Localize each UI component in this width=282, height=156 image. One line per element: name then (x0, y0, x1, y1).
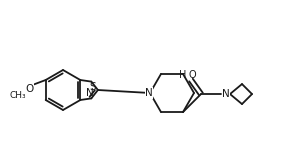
Text: N: N (145, 88, 153, 98)
Text: H: H (179, 70, 187, 80)
Text: N: N (222, 89, 230, 99)
Text: S: S (89, 82, 96, 92)
Text: N: N (87, 88, 94, 98)
Text: CH₃: CH₃ (9, 90, 26, 100)
Text: O: O (188, 70, 196, 80)
Text: O: O (26, 84, 34, 94)
